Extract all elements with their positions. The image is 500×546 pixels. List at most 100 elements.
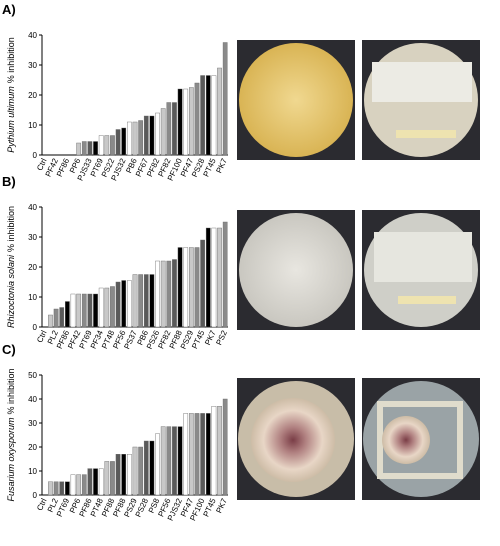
bar (138, 446, 143, 496)
bar (222, 398, 228, 496)
bar (211, 406, 217, 496)
bar (166, 260, 172, 328)
y-axis-label-unit: % inhibition (6, 37, 16, 83)
bar (205, 227, 211, 328)
y-tick-label: 10 (28, 293, 37, 302)
bar (132, 446, 138, 496)
bar (93, 141, 98, 156)
strip (396, 130, 456, 138)
y-tick-label: 20 (28, 263, 37, 272)
x-tick-label: PK7 (214, 157, 229, 175)
bar (76, 293, 81, 328)
bar (211, 75, 217, 156)
bar (160, 260, 166, 328)
bar (127, 454, 132, 496)
x-tick-label: PK7 (214, 497, 229, 515)
y-axis-label: Pythium ultimum % inhibition (6, 37, 16, 153)
y-tick-label: 40 (28, 203, 37, 212)
panel-label: C) (2, 342, 16, 357)
bar (155, 112, 160, 156)
bar (200, 413, 205, 496)
bar (65, 481, 70, 496)
bar (93, 293, 98, 328)
bar (211, 227, 217, 328)
bar (222, 42, 228, 156)
bar (121, 127, 127, 156)
y-axis-label: Fusarium oxysporum % inhibition (6, 368, 16, 501)
bar (149, 440, 155, 496)
y-tick-label: 40 (28, 395, 37, 404)
y-tick-label: 50 (28, 371, 37, 380)
bar (104, 135, 110, 156)
bar (189, 87, 194, 156)
bar (98, 287, 104, 328)
bar (217, 406, 222, 496)
colony (251, 398, 335, 482)
bar (138, 120, 143, 156)
bar (143, 440, 149, 496)
bar (143, 115, 149, 156)
bar (65, 301, 70, 328)
bar (172, 259, 177, 328)
y-axis-label-species: Rhizoctonia solani (6, 254, 16, 328)
strip (377, 401, 463, 479)
bar (76, 474, 81, 496)
bar (53, 481, 59, 496)
bar (177, 247, 183, 328)
bar (121, 454, 127, 496)
y-axis-label-unit: % inhibition (6, 206, 16, 252)
y-tick-label: 30 (28, 61, 37, 70)
y-axis-label-species: Pythium ultimum (6, 86, 16, 153)
y-tick-label: 40 (28, 31, 37, 40)
bar (155, 433, 160, 496)
bar (149, 115, 155, 156)
bar (177, 88, 183, 156)
bar (87, 468, 93, 496)
bar (127, 121, 132, 156)
bar (200, 75, 205, 156)
bar (155, 260, 160, 328)
bar (115, 129, 121, 156)
bar (104, 461, 110, 496)
bar (194, 82, 200, 156)
colony (382, 416, 430, 464)
bar (160, 108, 166, 156)
bar (132, 121, 138, 156)
bar (81, 293, 87, 328)
bar (222, 221, 228, 328)
y-axis-label-unit: % inhibition (6, 368, 16, 414)
bar (59, 307, 65, 328)
bar (189, 413, 194, 496)
bar (132, 274, 138, 328)
bar (104, 287, 110, 328)
bar (110, 461, 115, 496)
bar (160, 426, 166, 496)
bar (149, 274, 155, 328)
bar (110, 286, 115, 328)
bar (143, 274, 149, 328)
bar (183, 413, 189, 496)
bar (166, 426, 172, 496)
y-tick-label: 10 (28, 467, 37, 476)
bar (205, 413, 211, 496)
bar (189, 247, 194, 328)
bar (76, 142, 81, 156)
bar (166, 102, 172, 156)
bar (183, 247, 189, 328)
bar (81, 474, 87, 496)
panel-label: A) (2, 2, 16, 17)
bar (115, 454, 121, 496)
bar (115, 281, 121, 328)
strip (398, 296, 456, 304)
y-tick-label: 10 (28, 121, 37, 130)
bar (98, 468, 104, 496)
bar (194, 247, 200, 328)
petri-dish (239, 43, 353, 157)
bar (205, 75, 211, 156)
y-tick-label: 0 (33, 491, 38, 500)
bar (127, 280, 132, 328)
bar (59, 481, 65, 496)
y-axis-label: Rhizoctonia solani % inhibition (6, 206, 16, 328)
bar (93, 468, 98, 496)
